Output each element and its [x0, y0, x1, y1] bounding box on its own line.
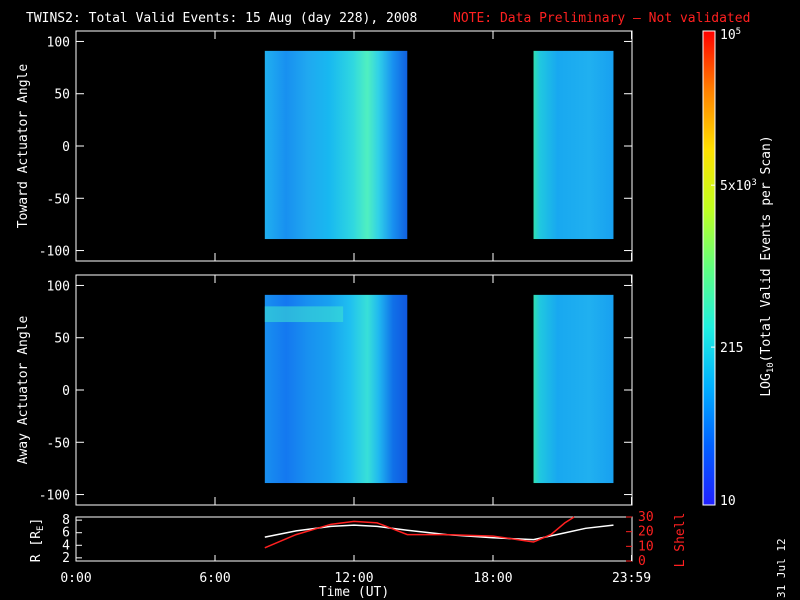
- toward-data-block: [533, 50, 614, 240]
- toward-ytick-label: 100: [47, 35, 70, 50]
- orbit-ytick-label: 6: [62, 526, 70, 541]
- away-ytick-label: 0: [62, 384, 70, 399]
- toward-panel: 100 50 0 -50 -100 Toward Actuator Angle: [16, 30, 633, 262]
- colorbar-tick-label: 10: [720, 494, 736, 509]
- orbit-y2tick-label: 30: [638, 510, 654, 525]
- x-axis-label: Time (UT): [319, 585, 389, 600]
- toward-y-ticks: 100 50 0 -50 -100: [39, 31, 633, 261]
- away-y-ticks: 100 50 0 -50 -100: [39, 275, 633, 505]
- toward-ytick-label: -50: [47, 192, 70, 207]
- colorbar-label: LOG10(Total Valid Events per Scan): [759, 135, 776, 396]
- colorbar-tick-label: 215: [720, 341, 743, 356]
- r-distance-line: [264, 524, 614, 541]
- xtick-label: 18:00: [473, 571, 512, 586]
- colorbar-gradient: [702, 30, 716, 506]
- xtick-label: 23:59: [612, 571, 651, 586]
- preliminary-note: NOTE: Data Preliminary — Not validated: [453, 11, 750, 26]
- toward-ytick-label: 0: [62, 140, 70, 155]
- away-ytick-label: -50: [47, 436, 70, 451]
- date-stamp: 31 Jul 12: [775, 538, 788, 598]
- xtick-label: 6:00: [199, 571, 230, 586]
- orbit-y2label: L Shell: [673, 513, 688, 568]
- orbit-ylabel: R [RE]: [29, 518, 46, 563]
- toward-data-block: [264, 50, 408, 240]
- toward-ytick-label: -100: [39, 245, 70, 260]
- orbit-y2tick-label: 0: [638, 554, 646, 569]
- orbit-ytick-label: 2: [62, 551, 70, 566]
- orbit-panel-frame: [75, 516, 633, 562]
- xtick-label: 0:00: [60, 571, 91, 586]
- l-shell-line: [264, 516, 575, 549]
- away-data-block: [264, 294, 408, 484]
- away-ytick-label: -100: [39, 489, 70, 504]
- toward-ytick-label: 50: [54, 88, 70, 103]
- orbit-ytick-label: 8: [62, 513, 70, 528]
- away-data-block: [533, 294, 614, 484]
- colorbar-ticks: 10 215 5x103 105: [711, 27, 757, 509]
- toward-ylabel: Toward Actuator Angle: [16, 64, 31, 229]
- away-ytick-label: 100: [47, 279, 70, 294]
- xtick-label: 12:00: [334, 571, 373, 586]
- toward-data-blocks: [264, 50, 614, 240]
- away-data-blocks: [264, 294, 614, 484]
- orbit-y2tick-label: 20: [638, 525, 654, 540]
- away-ytick-label: 50: [54, 332, 70, 347]
- orbit-y2tick-label: 10: [638, 539, 654, 554]
- away-data-band: [264, 306, 344, 323]
- colorbar-tick-label: 5x103: [720, 178, 757, 194]
- colorbar: 10 215 5x103 105 LOG10(Total Valid Events p…: [702, 27, 776, 509]
- colorbar-tick-label: 105: [720, 27, 741, 43]
- orbit-ytick-label: 4: [62, 538, 70, 553]
- chart-title: TWINS2: Total Valid Events: 15 Aug (day …: [26, 11, 417, 26]
- away-ylabel: Away Actuator Angle: [16, 315, 31, 464]
- away-panel: 100 50 0 -50 -100 Away Actuator Angle: [16, 274, 633, 506]
